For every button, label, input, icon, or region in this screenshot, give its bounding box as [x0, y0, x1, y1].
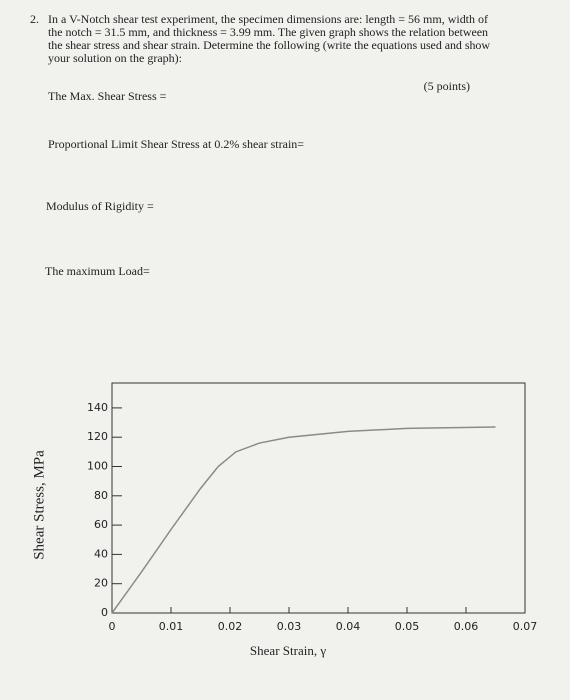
- y-tick-label: 20: [94, 577, 108, 590]
- answer-item: Modulus of Rigidity =: [46, 199, 154, 213]
- points: (5 points): [424, 79, 470, 93]
- y-axis-label: Shear Stress, MPa: [31, 450, 47, 560]
- y-tick-label: 80: [94, 489, 108, 502]
- answer-item: The Max. Shear Stress =: [48, 89, 167, 103]
- question-line: In a V-Notch shear test experiment, the …: [48, 12, 488, 26]
- x-tick-label: 0: [109, 620, 116, 633]
- x-axis-label: Shear Strain, γ: [250, 643, 326, 658]
- answer-item: Proportional Limit Shear Stress at 0.2% …: [48, 137, 304, 151]
- y-tick-label: 140: [87, 401, 108, 414]
- y-tick-label: 100: [87, 460, 108, 473]
- x-tick-label: 0.03: [277, 620, 302, 633]
- question-number: 2.: [30, 12, 39, 26]
- question-line: your solution on the graph):: [48, 51, 182, 65]
- x-tick-label: 0.07: [513, 620, 538, 633]
- y-tick-label: 60: [94, 518, 108, 531]
- y-tick-label: 120: [87, 430, 108, 443]
- question-line: the notch = 31.5 mm, and thickness = 3.9…: [48, 25, 488, 39]
- y-tick-label: 0: [101, 606, 108, 619]
- x-tick-label: 0.01: [159, 620, 184, 633]
- x-tick-label: 0.04: [336, 620, 361, 633]
- curve: [111, 426, 496, 614]
- question-line: the shear stress and shear strain. Deter…: [48, 38, 490, 52]
- x-tick-label: 0.02: [218, 620, 243, 633]
- answer-item: The maximum Load=: [45, 264, 150, 278]
- plot-frame: [111, 382, 526, 614]
- y-tick-label: 40: [94, 547, 108, 560]
- x-tick-label: 0.05: [395, 620, 420, 633]
- x-tick-label: 0.06: [454, 620, 479, 633]
